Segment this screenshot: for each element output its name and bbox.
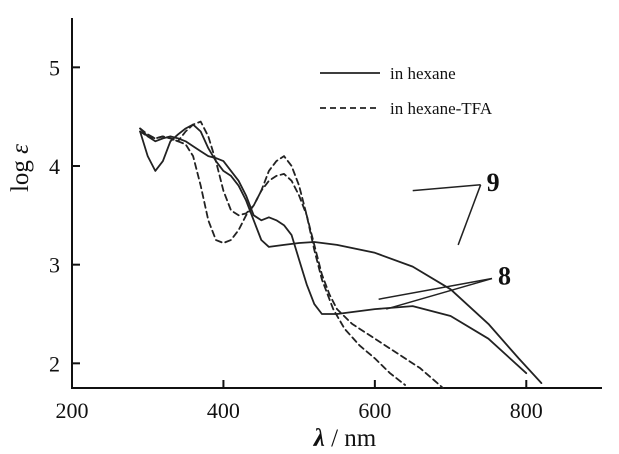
annotation-label: 9: [487, 168, 500, 197]
x-tick-label: 400: [207, 398, 240, 423]
series-line-9-dashed: [139, 120, 406, 386]
annotation-label: 8: [498, 262, 511, 291]
y-tick-label: 5: [49, 55, 60, 80]
series-line-9-solid: [139, 123, 543, 384]
y-tick-label: 2: [49, 351, 60, 376]
x-axis-title: λ / nm: [313, 425, 377, 452]
y-axis-title-main: log: [7, 154, 34, 192]
y-tick-label: 4: [49, 154, 60, 179]
annotations: 98: [378, 168, 511, 310]
x-ticks: 200 400 600 800: [56, 380, 543, 423]
x-tick-label: 200: [56, 398, 89, 423]
legend: in hexane in hexane-TFA: [320, 64, 493, 118]
legend-label-hexane-tfa: in hexane-TFA: [390, 99, 493, 118]
x-tick-label: 800: [510, 398, 543, 423]
annotation-leader: [457, 184, 482, 246]
y-axis-title: log ε: [7, 144, 34, 192]
y-axis-title-symbol: ε: [7, 144, 34, 154]
y-ticks: 2 3 4 5: [49, 55, 80, 376]
annotation-leader: [378, 277, 493, 300]
annotation-leader: [412, 184, 481, 192]
x-axis-title-unit: / nm: [325, 425, 377, 452]
y-tick-label: 3: [49, 253, 60, 278]
x-tick-label: 600: [358, 398, 391, 423]
series-layer: [139, 120, 543, 389]
x-axis-title-symbol: λ: [313, 425, 325, 452]
annotation-leader: [386, 277, 493, 310]
legend-label-hexane: in hexane: [390, 64, 456, 83]
series-line-8-solid: [139, 127, 528, 375]
series-line-8-dashed: [139, 130, 444, 389]
